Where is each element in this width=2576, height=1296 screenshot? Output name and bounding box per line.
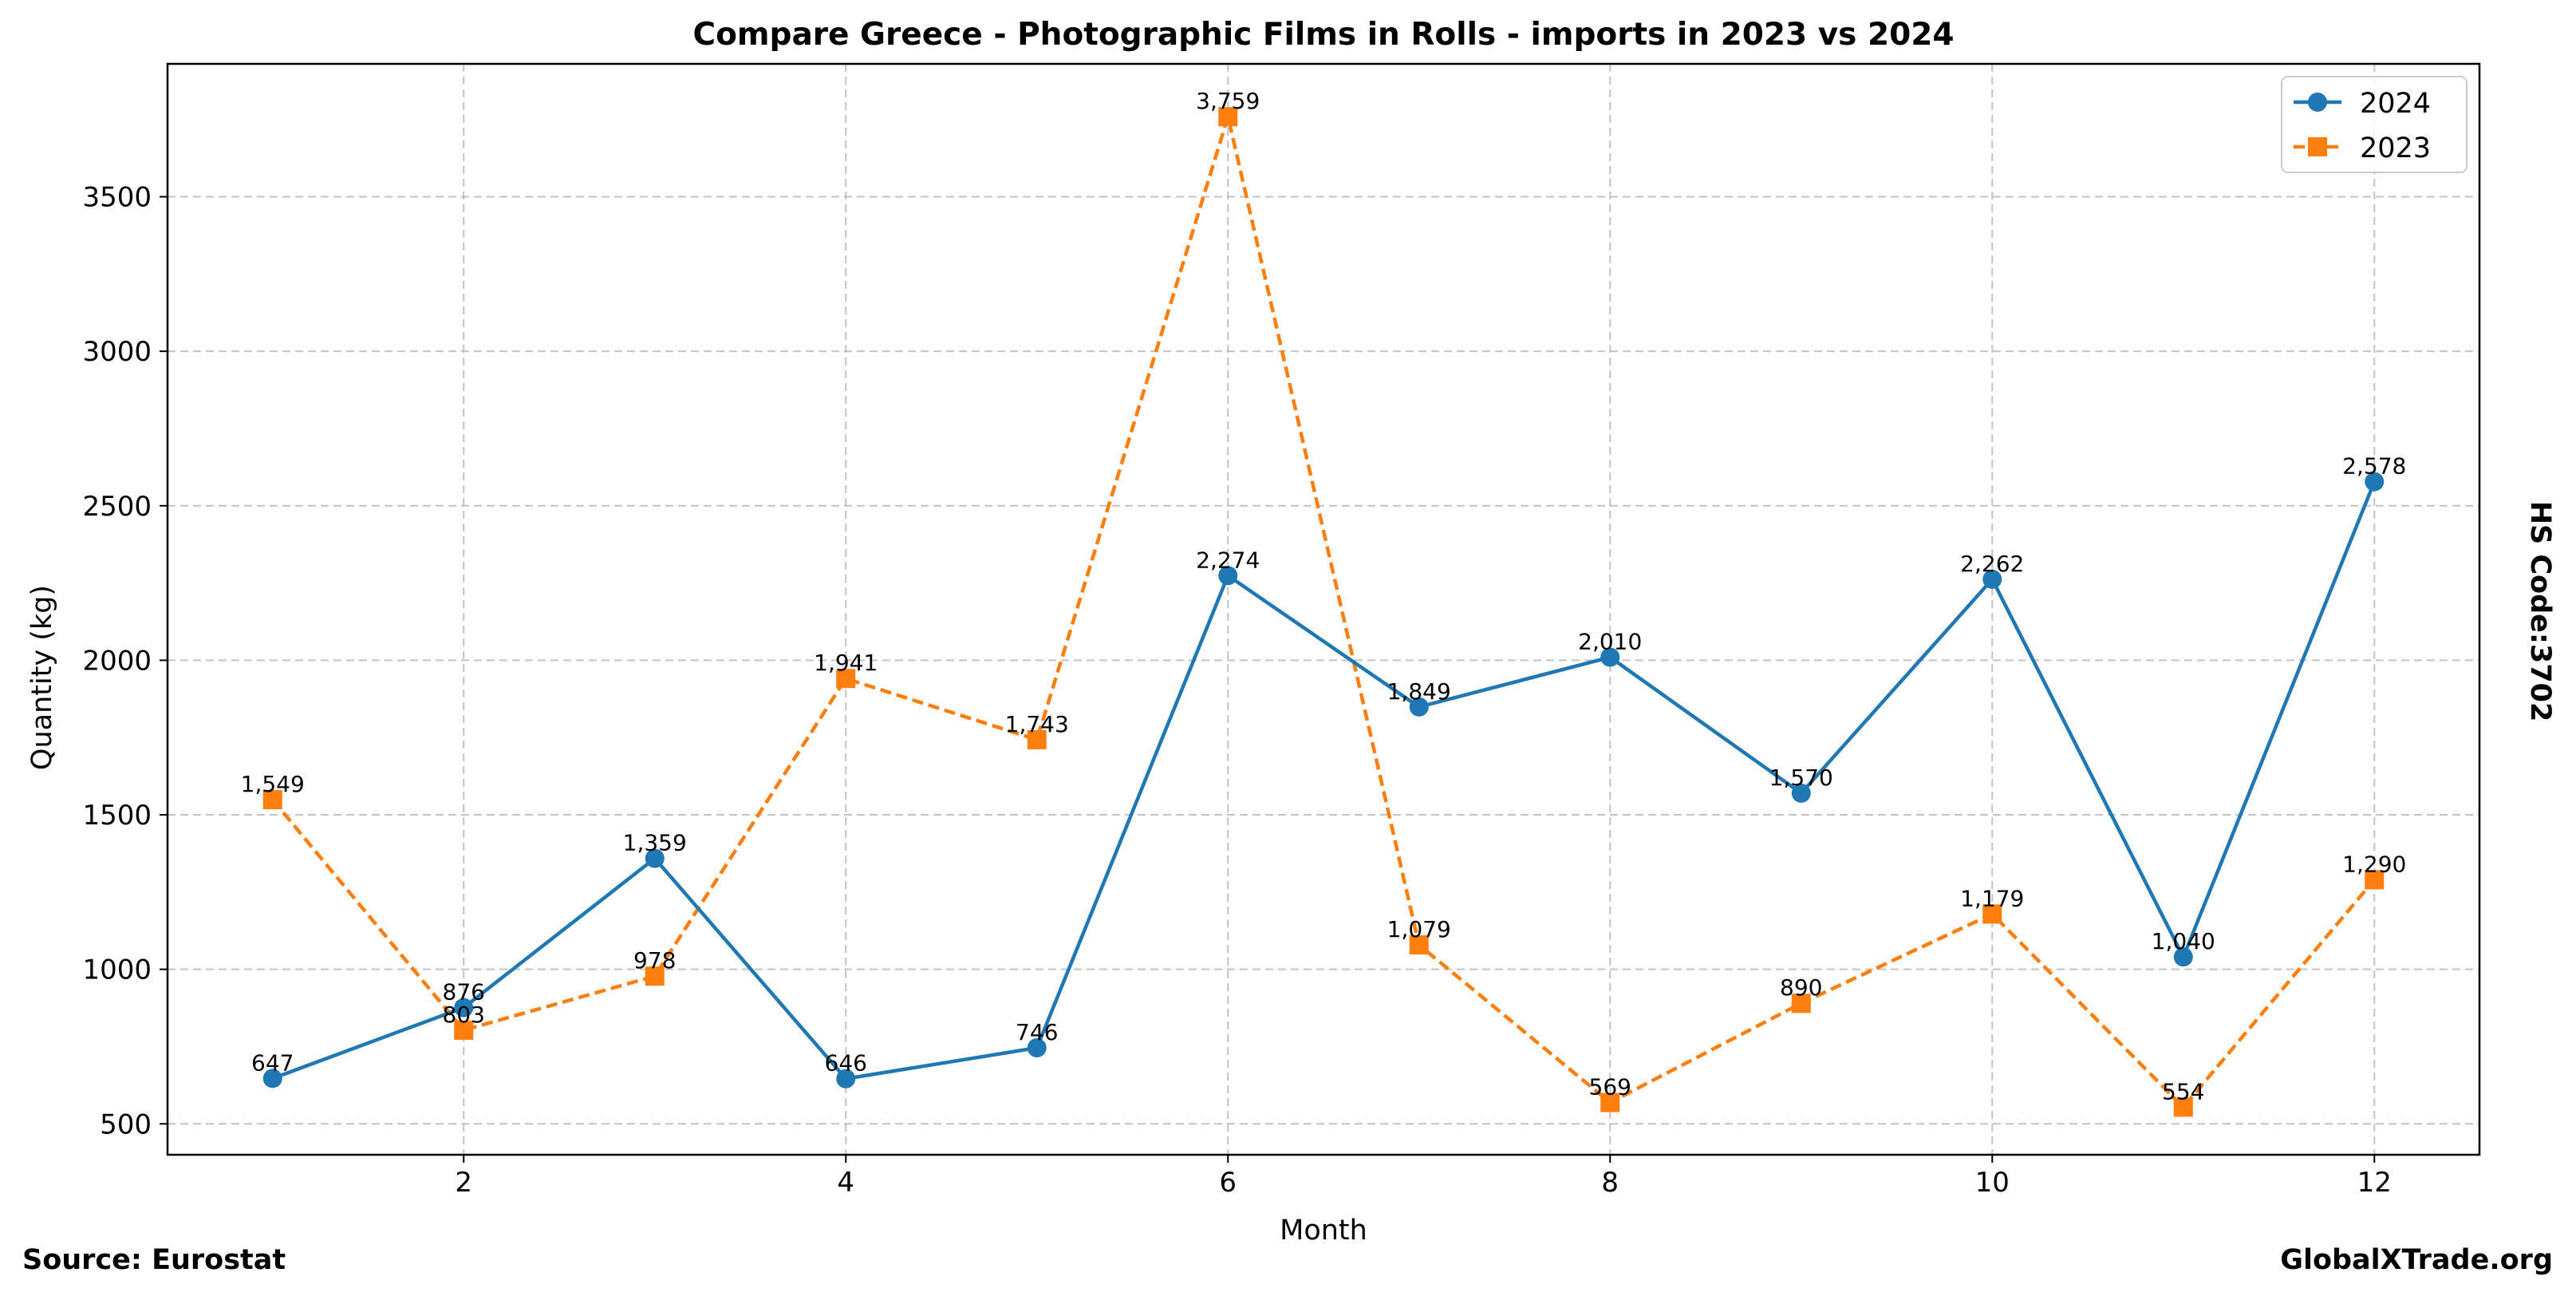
data-label-2024: 876 [443,979,485,1006]
point-2024 [1791,783,1811,803]
data-label-2024: 2,010 [1578,629,1642,655]
source-label: Source: Eurostat [22,1244,286,1276]
y-tick-label: 1500 [82,800,152,832]
legend-label-2023: 2023 [2360,132,2431,164]
point-2024 [1982,569,2002,589]
data-label-2024: 2,262 [1960,551,2024,577]
point-2023 [2365,870,2385,890]
point-2024 [2365,472,2385,492]
point-2023 [1027,729,1047,749]
point-2023 [1218,107,1238,127]
brand-label: GlobalXTrade.org [2280,1244,2553,1276]
legend-marker-2023 [2308,137,2327,156]
point-2023 [454,1020,474,1040]
series-line-2023 [270,114,2376,1109]
plot-area [262,107,2385,1117]
y-tick-label: 3500 [82,182,152,214]
point-2024 [262,1069,282,1089]
y-tick-label: 2000 [82,645,152,677]
point-2023 [1409,935,1429,955]
x-tick-label: 2 [455,1167,472,1199]
axis-ticks: 2 4 6 8 10 12 500 1000 1500 2000 2500 3000 3500 [82,182,2391,1199]
x-tick-label: 12 [2357,1167,2392,1199]
data-label-2023: 3,759 [1196,88,1260,114]
y-tick-label: 500 [100,1108,152,1140]
data-label-2024: 1,570 [1769,765,1833,791]
x-tick-label: 8 [1601,1167,1619,1199]
x-tick-label: 4 [837,1167,854,1199]
y-axis-label: Quantity (kg) [26,585,58,770]
data-label-2024: 1,040 [2152,928,2215,954]
point-2023 [2173,1097,2193,1117]
data-label-2023: 569 [1589,1074,1631,1100]
data-label-2024: 647 [251,1049,294,1076]
point-2023 [1600,1093,1620,1112]
data-labels: 647 876 1,359 646 746 2,274 1,849 2,010 1,570 2,2… [241,88,2407,1104]
data-label-2023: 1,549 [241,771,305,797]
point-2024 [836,1069,856,1089]
point-2024 [645,848,665,868]
data-label-2024: 1,359 [623,830,687,856]
y-tick-label: 3000 [82,336,152,368]
x-tick-label: 6 [1219,1167,1237,1199]
x-axis-label: Month [1280,1215,1367,1247]
data-label-2023: 1,290 [2342,851,2406,877]
point-2024 [1218,566,1238,586]
data-label-2023: 890 [1780,974,1822,1001]
data-label-2023: 1,179 [1960,885,2024,911]
legend-label-2024: 2024 [2360,88,2431,120]
chart-title: Compare Greece - Photographic Films in R… [692,17,1954,53]
data-label-2023: 978 [633,947,676,974]
data-label-2024: 746 [1016,1019,1058,1045]
data-label-2024: 646 [825,1050,867,1077]
data-label-2024: 2,578 [2342,453,2406,480]
point-2023 [836,669,856,689]
point-2024 [2173,947,2193,967]
hs-code-label: HS Code:3702 [2524,501,2556,722]
x-tick-label: 10 [1975,1167,2010,1199]
y-tick-label: 2500 [82,491,152,523]
point-2023 [262,790,282,810]
point-2023 [1791,994,1811,1013]
grid [168,64,2479,1155]
data-label-2024: 1,849 [1387,678,1451,705]
point-2023 [1982,904,2002,924]
point-2024 [1600,647,1620,667]
point-2024 [1409,697,1429,717]
data-label-2023: 803 [443,1002,485,1028]
legend: 2024 2023 [2281,76,2468,173]
legend-marker-2024 [2308,93,2327,112]
y-tick-label: 1000 [82,954,152,986]
data-label-2023: 1,079 [1387,916,1451,942]
point-2024 [1027,1038,1047,1058]
point-2024 [454,998,474,1017]
axes-frame [166,62,2481,1156]
series-line-2024 [271,480,2377,1081]
data-label-2023: 1,743 [1005,711,1069,737]
data-label-2023: 1,941 [814,650,878,676]
point-2023 [645,966,665,986]
data-label-2023: 554 [2162,1078,2204,1104]
data-label-2024: 2,274 [1196,547,1260,573]
